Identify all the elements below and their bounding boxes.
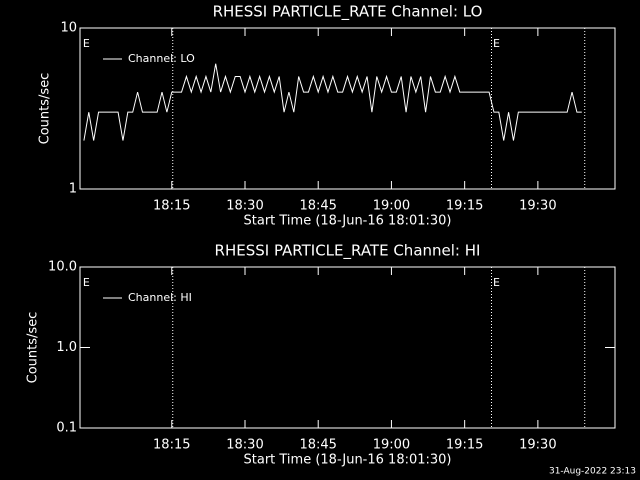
y-tick-label: 1 [69, 182, 77, 197]
x-tick-label: 19:15 [446, 438, 483, 453]
x-tick-label: 18:30 [226, 438, 263, 453]
x-tick-label: 18:30 [226, 199, 263, 214]
x-tick-label: 19:00 [373, 199, 410, 214]
x-tick-label: 19:30 [519, 438, 556, 453]
annotation: E [493, 276, 500, 289]
x-tick-label: 19:15 [446, 199, 483, 214]
legend-label: Channel: HI [128, 291, 192, 304]
x-tick-label: 18:45 [299, 199, 336, 214]
plot-frame [79, 27, 616, 190]
footer: 31-Aug-2022 23:13 [549, 467, 636, 477]
chart-title: RHESSI PARTICLE_RATE Channel: LO [213, 3, 483, 22]
y-tick-label: 10.0 [48, 260, 77, 275]
x-tick-label: 19:30 [519, 199, 556, 214]
x-tick-label: 18:15 [153, 199, 190, 214]
annotation: E [83, 276, 90, 289]
y-axis-label: Counts/sec [38, 73, 53, 145]
annotation: E [83, 37, 90, 50]
x-tick-label: 18:15 [153, 438, 190, 453]
x-tick-label: 18:45 [299, 438, 336, 453]
y-axis-label: Counts/sec [26, 312, 41, 384]
y-tick-label: 0.1 [56, 421, 77, 436]
x-axis-label: Start Time (18-Jun-16 18:01:30) [244, 453, 452, 468]
x-tick-label: 19:00 [373, 438, 410, 453]
legend-label: Channel: LO [128, 52, 195, 65]
x-axis-label: Start Time (18-Jun-16 18:01:30) [244, 214, 452, 229]
y-tick-label: 10 [60, 21, 77, 36]
y-tick-label: 1.0 [56, 340, 77, 355]
chart-title: RHESSI PARTICLE_RATE Channel: HI [215, 242, 481, 261]
data-line [83, 63, 582, 141]
annotation: E [493, 37, 500, 50]
